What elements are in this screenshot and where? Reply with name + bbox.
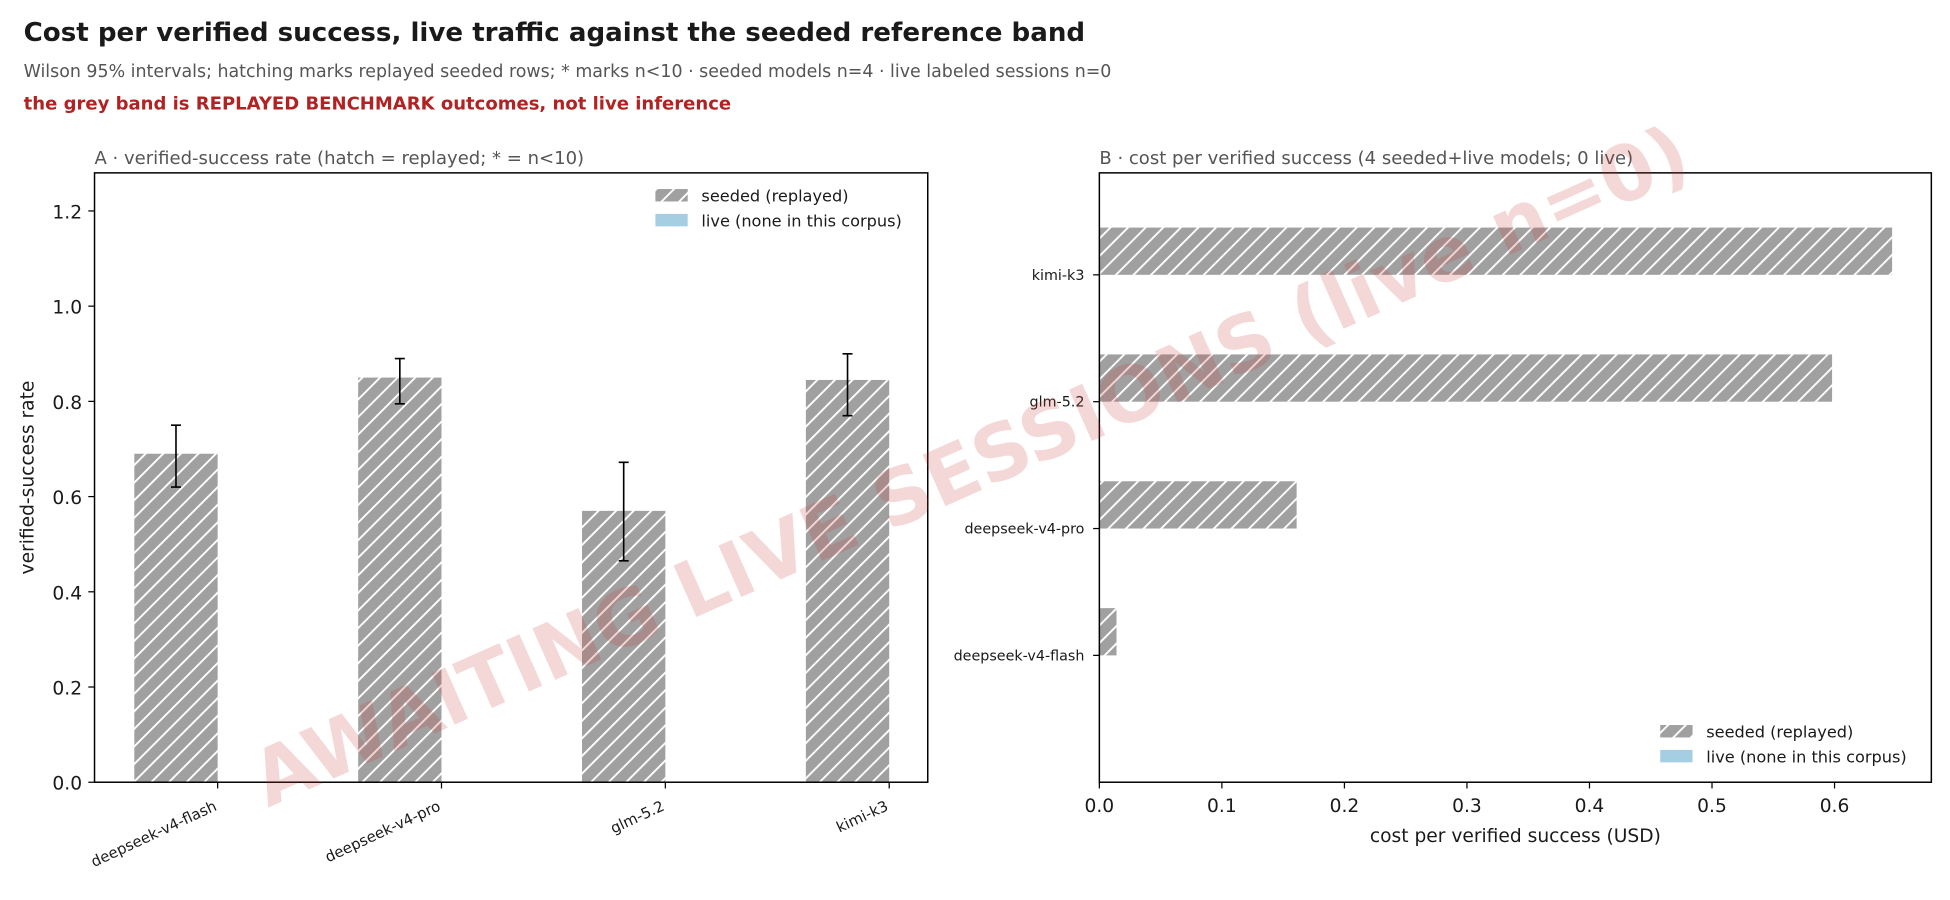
y-tick-label: 1.0 — [52, 298, 82, 319]
x-tick-label: deepseek-v4-flash — [88, 797, 219, 871]
y-tick-label: glm-5.2 — [1030, 395, 1085, 411]
y-axis-label: verified-success rate — [18, 381, 39, 575]
legend-swatch — [655, 213, 688, 227]
x-tick-label: 0.5 — [1697, 796, 1727, 817]
axis-title: A · verified-success rate (hatch = repla… — [95, 148, 585, 169]
error-bar — [171, 424, 181, 488]
legend-label: seeded (replayed) — [701, 186, 848, 205]
y-tick-label: 0.0 — [52, 774, 82, 795]
x-tick-label: 0.3 — [1452, 796, 1482, 817]
y-tick-label: deepseek-v4-pro — [964, 522, 1084, 538]
axis-title: B · cost per verified success (4 seeded+… — [1099, 148, 1633, 169]
y-tick-label: 0.8 — [52, 393, 82, 414]
legend-swatch — [1660, 725, 1693, 738]
error-bar — [842, 352, 853, 417]
axes-frame — [1098, 172, 1933, 783]
error-bar — [618, 461, 629, 562]
bar — [805, 379, 890, 783]
page-title: Cost per verified success, live traffic … — [24, 18, 1085, 48]
x-tick-label: 0.2 — [1330, 796, 1360, 817]
x-tick-label: glm-5.2 — [608, 797, 667, 837]
y-tick-label: 0.6 — [52, 488, 82, 509]
warning: the grey band is REPLAYED BENCHMARK outc… — [24, 93, 731, 114]
bar — [1099, 227, 1893, 275]
y-tick-label: 0.4 — [52, 583, 82, 604]
x-tick-label: 0.6 — [1820, 796, 1850, 817]
bar — [134, 453, 218, 783]
x-tick-label: 0.4 — [1575, 796, 1605, 817]
x-tick-label: 0.1 — [1207, 796, 1237, 817]
x-tick-label: kimi-k3 — [833, 797, 890, 837]
x-tick-label: 0.0 — [1085, 796, 1115, 817]
y-tick-label: kimi-k3 — [1032, 268, 1085, 284]
legend-label: live (none in this corpus) — [1706, 747, 1906, 766]
y-tick-label: 0.2 — [52, 678, 82, 699]
legend-swatch — [1660, 749, 1693, 763]
subtitle: Wilson 95% intervals; hatching marks rep… — [24, 62, 1112, 82]
y-tick-label: deepseek-v4-flash — [954, 648, 1085, 664]
axes-frame — [93, 172, 929, 783]
legend-label: seeded (replayed) — [1706, 722, 1853, 741]
bar — [1099, 354, 1833, 402]
bar — [1099, 481, 1297, 529]
charts: A · verified-success rate (hatch = repla… — [18, 148, 1933, 871]
legend-swatch — [655, 189, 688, 202]
watermark: AWAITING LIVE SESSIONS (live n=0) — [239, 108, 1702, 825]
error-bar — [394, 357, 405, 405]
y-tick-label: 1.2 — [52, 202, 82, 223]
legend-label: live (none in this corpus) — [701, 211, 901, 230]
bar — [358, 377, 442, 783]
x-tick-label: deepseek-v4-pro — [322, 797, 443, 866]
x-axis-label: cost per verified success (USD) — [1370, 826, 1661, 847]
bar — [1099, 608, 1117, 656]
